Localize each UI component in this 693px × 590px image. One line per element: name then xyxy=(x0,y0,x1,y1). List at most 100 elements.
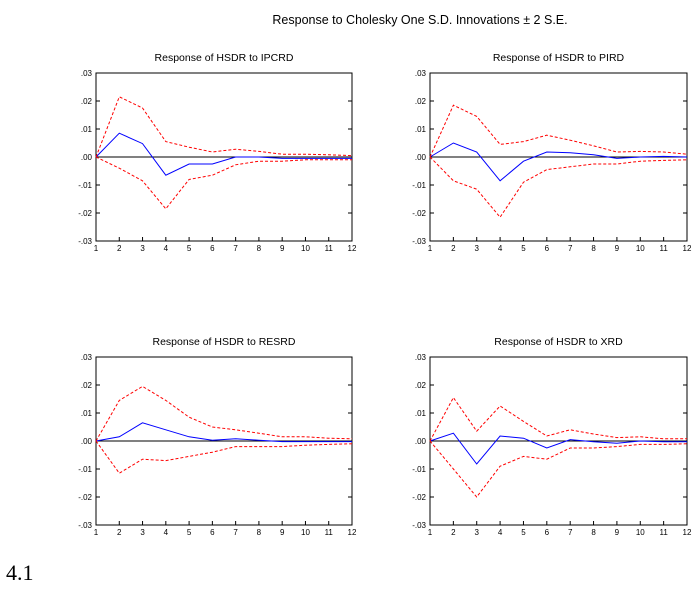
y-tick-label: -.02 xyxy=(412,493,426,502)
x-tick-label: 4 xyxy=(164,528,169,537)
x-tick-label: 9 xyxy=(280,528,285,537)
figure-number: 4.1 xyxy=(6,560,34,585)
x-tick-label: 6 xyxy=(210,528,215,537)
response-line xyxy=(429,432,687,465)
chart-panel-2: Response of HSDR to PIRD .03 .02 .01 .00 -.01… xyxy=(412,52,692,253)
upper-band-line xyxy=(95,385,353,442)
lower-band-line xyxy=(429,440,688,498)
response-line xyxy=(429,142,688,182)
y-tick-label: -.02 xyxy=(78,209,92,218)
x-tick-label: 2 xyxy=(451,528,456,537)
chart-panel-1: Response of HSDR to IPCRD .03 .02 .01 .00 -.0… xyxy=(78,52,357,253)
x-tick-label: 4 xyxy=(498,244,503,253)
y-tick-label: .01 xyxy=(415,125,427,134)
x-tick-label: 9 xyxy=(615,528,620,537)
y-tick-label: .02 xyxy=(81,381,93,390)
x-tick-label: 10 xyxy=(301,244,310,253)
x-tick-label: 4 xyxy=(164,244,169,253)
x-tick-label: 5 xyxy=(521,244,526,253)
y-tick-label: -.02 xyxy=(412,209,426,218)
x-tick-label: 7 xyxy=(568,244,573,253)
lower-band-line xyxy=(429,156,688,219)
x-tick-label: 5 xyxy=(187,244,192,253)
panel-title: Response of HSDR to PIRD xyxy=(493,52,625,64)
x-tick-label: 4 xyxy=(498,528,503,537)
y-tick-label: -.03 xyxy=(412,521,426,530)
x-tick-label: 3 xyxy=(475,528,480,537)
x-tick-label: 12 xyxy=(683,244,692,253)
x-tick-label: 8 xyxy=(257,244,262,253)
x-tick-label: 5 xyxy=(187,528,192,537)
x-tick-label: 2 xyxy=(117,244,122,253)
y-tick-label: .01 xyxy=(81,125,93,134)
x-tick-label: 1 xyxy=(428,528,433,537)
y-tick-label: -.02 xyxy=(78,493,92,502)
y-tick-label: -.03 xyxy=(412,237,426,246)
y-tick-label: .03 xyxy=(81,353,93,362)
x-tick-label: 10 xyxy=(636,528,645,537)
x-tick-label: 7 xyxy=(233,244,238,253)
y-tick-label: .02 xyxy=(415,97,427,106)
chart-panel-3: Response of HSDR to RESRD .03 .02 .01 .00 -.0… xyxy=(78,336,357,537)
x-tick-label: 2 xyxy=(451,244,456,253)
x-tick-label: 5 xyxy=(521,528,526,537)
y-tick-label: -.01 xyxy=(78,181,92,190)
x-tick-label: 2 xyxy=(117,528,122,537)
x-tick-label: 8 xyxy=(591,244,596,253)
panel-title: Response of HSDR to IPCRD xyxy=(155,52,294,64)
y-tick-label: -.03 xyxy=(78,237,92,246)
x-tick-label: 6 xyxy=(545,244,550,253)
y-tick-label: .01 xyxy=(415,409,427,418)
upper-band-line xyxy=(429,104,688,158)
x-tick-label: 11 xyxy=(325,244,334,253)
y-tick-label: .00 xyxy=(81,153,93,162)
y-tick-label: .03 xyxy=(415,69,427,78)
upper-band-line xyxy=(95,96,353,158)
x-tick-label: 6 xyxy=(545,528,550,537)
y-tick-label: .00 xyxy=(415,437,427,446)
x-tick-label: 7 xyxy=(233,528,238,537)
x-tick-label: 1 xyxy=(428,244,433,253)
y-tick-label: .03 xyxy=(81,69,93,78)
y-tick-label: .03 xyxy=(415,353,427,362)
upper-band-line xyxy=(429,396,687,442)
x-tick-label: 11 xyxy=(325,528,334,537)
x-tick-label: 1 xyxy=(94,528,99,537)
response-line xyxy=(95,422,352,443)
x-tick-label: 9 xyxy=(280,244,285,253)
figure-title: Response to Cholesky One S.D. Innovation… xyxy=(272,13,567,27)
x-tick-label: 3 xyxy=(475,244,480,253)
panel-title: Response of HSDR to RESRD xyxy=(153,336,296,348)
x-tick-label: 10 xyxy=(636,244,645,253)
x-tick-label: 10 xyxy=(301,528,310,537)
y-tick-label: -.01 xyxy=(78,465,92,474)
panel-title: Response of HSDR to XRD xyxy=(494,336,623,348)
x-tick-label: 12 xyxy=(348,244,357,253)
x-tick-label: 9 xyxy=(615,244,620,253)
y-tick-label: .02 xyxy=(415,381,427,390)
x-tick-label: 8 xyxy=(591,528,596,537)
response-line xyxy=(95,132,352,176)
y-tick-label: .02 xyxy=(81,97,93,106)
y-tick-label: -.01 xyxy=(412,465,426,474)
x-tick-label: 7 xyxy=(568,528,573,537)
y-tick-label: -.01 xyxy=(412,181,426,190)
y-tick-label: .00 xyxy=(81,437,93,446)
lower-band-line xyxy=(95,440,353,474)
x-tick-label: 11 xyxy=(659,244,668,253)
chart-panel-4: Response of HSDR to XRD .03 .02 .01 .00 -.01 -… xyxy=(412,336,692,537)
y-tick-label: .00 xyxy=(415,153,427,162)
lower-band-line xyxy=(95,156,352,210)
x-tick-label: 6 xyxy=(210,244,215,253)
x-tick-label: 12 xyxy=(683,528,692,537)
x-tick-label: 12 xyxy=(348,528,357,537)
y-tick-label: -.03 xyxy=(78,521,92,530)
x-tick-label: 8 xyxy=(257,528,262,537)
chart-panels: Response of HSDR to IPCRD .03 .02 .01 .00 -.0… xyxy=(78,52,692,537)
x-tick-label: 1 xyxy=(94,244,99,253)
x-tick-label: 11 xyxy=(659,528,668,537)
x-tick-label: 3 xyxy=(140,528,145,537)
y-tick-label: .01 xyxy=(81,409,93,418)
x-tick-label: 3 xyxy=(140,244,145,253)
